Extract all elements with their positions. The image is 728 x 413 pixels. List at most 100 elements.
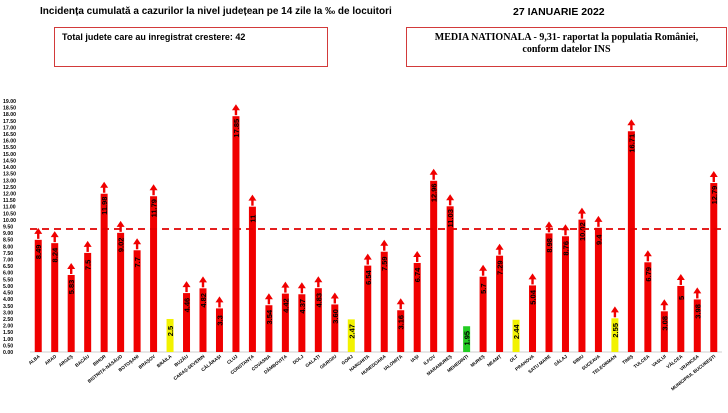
- national-average-box: MEDIA NATIONALA - 9,31- raportat la popu…: [406, 27, 727, 67]
- y-tick-label: 7.50: [3, 251, 13, 257]
- data-label: 4.37: [298, 299, 307, 314]
- trend-arrow-head: [133, 238, 142, 245]
- trend-arrow-head: [100, 181, 109, 188]
- trend-arrow-head: [709, 171, 718, 178]
- y-tick-label: 16.50: [3, 132, 16, 138]
- category-label: GIURGIU: [319, 353, 338, 369]
- bar: [561, 236, 569, 352]
- y-tick-label: 17.00: [3, 125, 16, 131]
- y-tick-label: 13.50: [3, 172, 16, 178]
- trend-arrow-head: [34, 227, 43, 234]
- trend-arrow-head: [380, 239, 389, 246]
- bar: [51, 243, 59, 352]
- y-tick-label: 5.50: [3, 277, 13, 283]
- data-label: 3.16: [397, 315, 406, 330]
- trend-arrow-head: [594, 215, 603, 222]
- trend-arrow-head: [693, 287, 702, 294]
- bar: [380, 251, 388, 352]
- y-tick-label: 2.50: [3, 317, 13, 323]
- y-tick-label: 3.50: [3, 304, 13, 310]
- category-label: ARAD: [44, 353, 58, 366]
- category-label: ARGEȘ: [58, 354, 75, 369]
- data-label: 3.08: [660, 316, 669, 331]
- trend-arrow-head: [610, 306, 619, 313]
- trend-arrow-head: [660, 299, 669, 306]
- data-label: 4.83: [314, 293, 323, 308]
- y-tick-label: 12.00: [3, 191, 16, 197]
- data-label: 17.85: [232, 119, 241, 138]
- data-label: 4.82: [199, 293, 208, 308]
- y-tick-label: 1.50: [3, 330, 13, 336]
- data-label: 3.54: [265, 309, 274, 324]
- bar: [314, 288, 322, 352]
- bar: [331, 304, 339, 352]
- bar: [545, 233, 553, 352]
- bar: [578, 219, 586, 352]
- y-tick-label: 9.00: [3, 231, 13, 237]
- y-tick-label: 1.00: [3, 337, 13, 343]
- y-tick-label: 0.00: [3, 350, 13, 356]
- data-label: 6.54: [364, 269, 373, 284]
- data-label: 9.4: [594, 234, 603, 245]
- national-average-line1: MEDIA NATIONALA - 9,31- raportat la popu…: [434, 32, 699, 43]
- bar: [413, 262, 421, 352]
- y-tick-label: 18.00: [3, 112, 16, 118]
- category-label: SIBIU: [572, 353, 585, 365]
- category-label: IALOMIȚA: [383, 353, 404, 371]
- y-tick-label: 9.50: [3, 225, 13, 231]
- data-label: 7.59: [380, 256, 389, 271]
- y-tick-label: 6.00: [3, 271, 13, 277]
- category-label: IAȘI: [410, 354, 421, 364]
- category-label: BRĂILA: [155, 353, 173, 369]
- category-label: ALBA: [28, 353, 42, 365]
- data-label: 2.47: [347, 324, 356, 339]
- trend-arrow-head: [248, 194, 257, 201]
- bar: [611, 318, 619, 352]
- bar: [281, 293, 289, 352]
- increase-summary-text: Total judete care au inregistrat crester…: [62, 32, 246, 42]
- bar: [529, 285, 537, 352]
- data-label: 5.04: [529, 289, 538, 304]
- trend-arrow-head: [396, 298, 405, 305]
- data-label: 8.98: [545, 238, 554, 253]
- trend-arrow-head: [528, 273, 537, 280]
- data-label: 16.71: [627, 134, 636, 153]
- bar: [660, 311, 668, 352]
- y-tick-label: 10.00: [3, 218, 16, 224]
- category-label: TULCEA: [633, 353, 651, 369]
- data-label: 8.24: [51, 247, 60, 262]
- trend-arrow-head: [330, 292, 339, 299]
- bar: [627, 131, 635, 352]
- y-tick-label: 14.50: [3, 158, 16, 164]
- category-label: SĂLAJ: [553, 353, 569, 367]
- data-label: 5.83: [67, 280, 76, 295]
- data-label: 3.98: [693, 304, 702, 319]
- bar: [512, 319, 520, 352]
- category-label: OLT: [509, 354, 519, 364]
- bar: [496, 255, 504, 352]
- bar: [594, 227, 602, 352]
- bar: [34, 239, 42, 352]
- bar: [84, 252, 92, 352]
- trend-arrow-head: [545, 221, 553, 228]
- bar: [183, 293, 191, 352]
- y-tick-label: 12.50: [3, 185, 16, 191]
- report-date: 27 IANUARIE 2022: [513, 6, 605, 18]
- bar: [644, 262, 652, 352]
- category-label: BACĂU: [74, 353, 91, 368]
- y-tick-label: 8.50: [3, 238, 13, 244]
- trend-arrow-head: [643, 250, 652, 257]
- bar: [117, 232, 125, 352]
- trend-arrow-head: [413, 250, 422, 257]
- data-label: 4.46: [183, 298, 192, 313]
- y-tick-label: 8.00: [3, 244, 13, 250]
- data-label: 8.76: [561, 241, 570, 256]
- data-label: 3.60: [331, 309, 340, 324]
- trend-arrow-head: [429, 168, 438, 175]
- bar: [232, 116, 240, 352]
- data-label: 1.95: [463, 331, 472, 346]
- trend-arrow-head: [363, 253, 372, 260]
- trend-arrow-head: [50, 231, 59, 238]
- y-tick-label: 11.00: [3, 205, 16, 211]
